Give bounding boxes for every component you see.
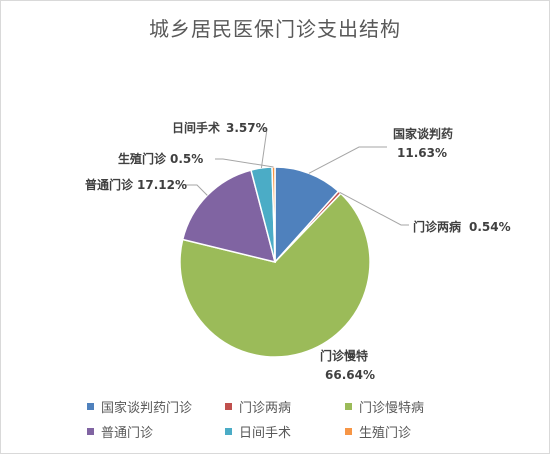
chart-legend: 国家谈判药门诊 门诊两病 门诊慢特病 普通门诊 日间手术 生殖门诊 bbox=[87, 397, 487, 441]
label-value-chronic: 66.64% bbox=[325, 368, 375, 382]
label-name-reproductive: 生殖门诊 bbox=[118, 151, 167, 166]
legend-swatch bbox=[225, 403, 232, 410]
label-name-two-diseases: 门诊两病 bbox=[413, 219, 461, 234]
legend-label: 生殖门诊 bbox=[359, 426, 412, 441]
legend-swatch bbox=[345, 428, 352, 435]
legend-item-two-diseases: 门诊两病 bbox=[225, 397, 345, 416]
legend-label: 普通门诊 bbox=[101, 426, 154, 441]
legend-item-national-drug: 国家谈判药门诊 bbox=[87, 397, 225, 416]
label-name-general: 普通门诊 bbox=[85, 177, 134, 192]
legend-label: 门诊两病 bbox=[239, 401, 292, 416]
leader-line-reproductive bbox=[215, 158, 274, 168]
legend-swatch bbox=[225, 428, 232, 435]
pie-slice-national-drug bbox=[274, 166, 340, 264]
leader-line-general bbox=[179, 184, 208, 196]
legend-item-reproductive: 生殖门诊 bbox=[345, 422, 475, 441]
label-name-chronic: 门诊慢特 bbox=[320, 348, 368, 363]
legend-item-general: 普通门诊 bbox=[87, 422, 225, 441]
leader-line-national-drug bbox=[308, 146, 387, 174]
label-value-day-surgery: 3.57% bbox=[226, 121, 268, 135]
leader-line-day-surgery bbox=[260, 128, 268, 169]
legend-item-day-surgery: 日间手术 bbox=[225, 422, 345, 441]
legend-swatch bbox=[345, 403, 352, 410]
label-name-national-drug: 国家谈判药 bbox=[393, 126, 453, 141]
pie-slice-general bbox=[181, 169, 277, 264]
label-value-national-drug: 11.63% bbox=[397, 146, 447, 160]
leader-line-two-diseases bbox=[339, 191, 409, 226]
legend-label: 日间手术 bbox=[239, 426, 292, 441]
legend-swatch bbox=[87, 428, 94, 435]
legend-item-chronic: 门诊慢特病 bbox=[345, 397, 475, 416]
label-value-two-diseases: 0.54% bbox=[469, 220, 511, 234]
label-value-reproductive: 0.5% bbox=[170, 152, 203, 166]
chart-title: 城乡居民医保门诊支出结构 bbox=[149, 17, 401, 41]
legend-label: 门诊慢特病 bbox=[359, 401, 425, 416]
legend-swatch bbox=[87, 403, 94, 410]
label-value-general: 17.12% bbox=[137, 178, 187, 192]
label-name-day-surgery: 日间手术 bbox=[172, 120, 220, 135]
pie-slice-chronic bbox=[179, 192, 371, 358]
legend-label: 国家谈判药门诊 bbox=[101, 401, 193, 416]
